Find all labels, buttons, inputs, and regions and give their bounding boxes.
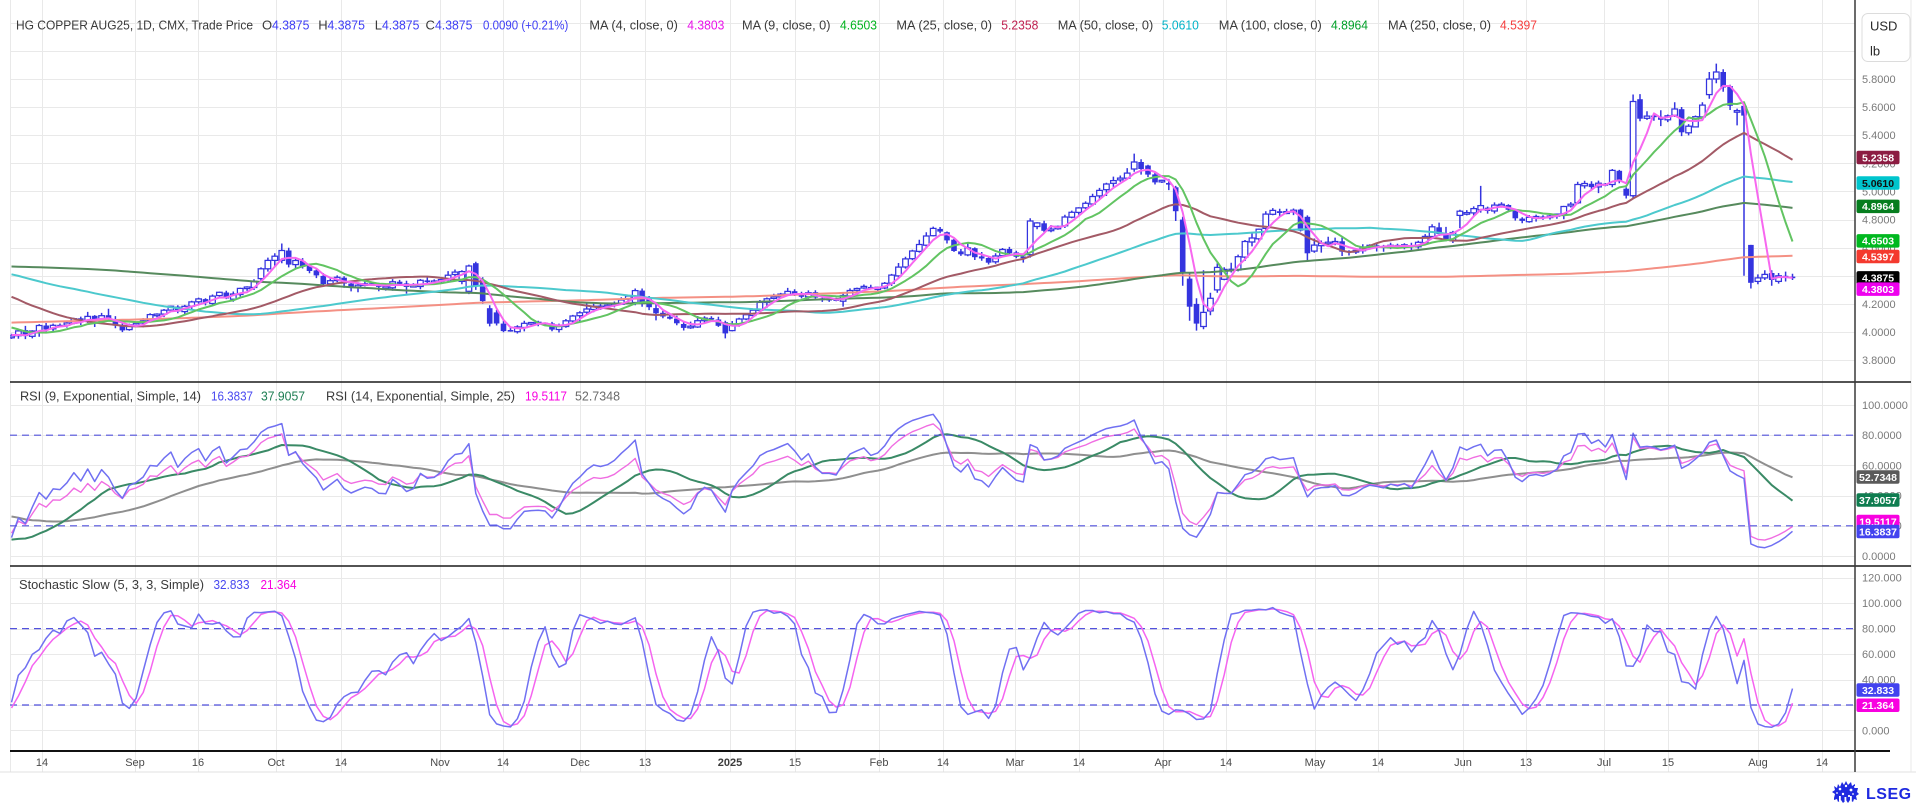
svg-text:Stochastic Slow (5, 3, 3, Simp: Stochastic Slow (5, 3, 3, Simple) [19, 577, 204, 592]
svg-text:Sep: Sep [125, 757, 145, 769]
svg-text:L: L [375, 18, 382, 33]
svg-text:LSEG: LSEG [1866, 786, 1912, 803]
svg-text:5.0610: 5.0610 [1862, 178, 1894, 190]
svg-text:16: 16 [192, 757, 204, 769]
svg-text:C: C [426, 18, 435, 33]
svg-text:May: May [1305, 757, 1326, 769]
svg-text:60.000: 60.000 [1862, 649, 1896, 661]
svg-text:100.000: 100.000 [1862, 598, 1902, 610]
svg-text:32.833: 32.833 [214, 577, 250, 592]
svg-text:14: 14 [36, 757, 48, 769]
svg-text:Oct: Oct [267, 757, 284, 769]
svg-text:4.3875: 4.3875 [435, 18, 472, 33]
svg-text:4.8000: 4.8000 [1862, 215, 1896, 227]
svg-text:52.7348: 52.7348 [1859, 472, 1897, 484]
svg-text:21.364: 21.364 [1862, 700, 1894, 712]
svg-text:3.8000: 3.8000 [1862, 355, 1896, 367]
svg-text:4.8964: 4.8964 [1862, 201, 1894, 213]
svg-text:4.5397: 4.5397 [1862, 251, 1894, 263]
svg-text:H: H [318, 18, 327, 33]
svg-text:13: 13 [1520, 757, 1532, 769]
svg-text:5.4000: 5.4000 [1862, 130, 1896, 142]
svg-text:MA (100, close, 0): MA (100, close, 0) [1219, 18, 1322, 33]
svg-text:21.364: 21.364 [261, 577, 297, 592]
svg-text:Apr: Apr [1154, 757, 1171, 769]
svg-text:60.0000: 60.0000 [1862, 460, 1902, 472]
svg-text:4.3875: 4.3875 [328, 18, 365, 33]
svg-text:4.5397: 4.5397 [1500, 18, 1537, 33]
svg-text:14: 14 [1073, 757, 1085, 769]
svg-text:RSI (14, Exponential, Simple,: RSI (14, Exponential, Simple, 25) [326, 389, 515, 404]
svg-text:0.0000: 0.0000 [1862, 551, 1896, 563]
svg-text:O: O [262, 18, 272, 33]
svg-text:15: 15 [1662, 757, 1674, 769]
svg-text:16.3837: 16.3837 [211, 389, 253, 404]
svg-text:Dec: Dec [570, 757, 590, 769]
svg-text:4.2000: 4.2000 [1862, 299, 1896, 311]
svg-text:RSI (9, Exponential, Simple, 1: RSI (9, Exponential, Simple, 14) [20, 389, 201, 404]
svg-text:Aug: Aug [1748, 757, 1768, 769]
svg-text:14: 14 [1220, 757, 1232, 769]
svg-text:2025: 2025 [718, 757, 742, 769]
svg-text:4.3875: 4.3875 [272, 18, 309, 33]
svg-text:14: 14 [1816, 757, 1828, 769]
svg-text:4.0000: 4.0000 [1862, 327, 1896, 339]
svg-text:32.833: 32.833 [1862, 685, 1894, 697]
svg-text:14: 14 [937, 757, 949, 769]
svg-text:4.3803: 4.3803 [1862, 284, 1894, 296]
svg-text:37.9057: 37.9057 [261, 389, 305, 404]
svg-text:HG COPPER AUG25, 1D, CMX, Trad: HG COPPER AUG25, 1D, CMX, Trade Price [16, 18, 253, 33]
svg-text:Jun: Jun [1454, 757, 1472, 769]
svg-text:19.5117: 19.5117 [525, 389, 567, 404]
svg-text:4.6503: 4.6503 [1862, 236, 1894, 248]
svg-text:37.9057: 37.9057 [1859, 495, 1897, 507]
svg-text:80.000: 80.000 [1862, 624, 1896, 636]
svg-text:4.3875: 4.3875 [382, 18, 419, 33]
svg-text:15: 15 [789, 757, 801, 769]
svg-text:0.0090 (+0.21%): 0.0090 (+0.21%) [483, 18, 568, 33]
svg-text:14: 14 [1372, 757, 1384, 769]
svg-text:4.8964: 4.8964 [1331, 18, 1368, 33]
svg-text:MA (9, close, 0): MA (9, close, 0) [742, 18, 831, 33]
svg-text:120.000: 120.000 [1862, 573, 1902, 585]
svg-text:Jul: Jul [1597, 757, 1611, 769]
svg-text:5.0610: 5.0610 [1162, 18, 1199, 33]
svg-text:MA (4, close, 0): MA (4, close, 0) [589, 18, 678, 33]
svg-text:100.0000: 100.0000 [1862, 400, 1908, 412]
svg-text:14: 14 [497, 757, 509, 769]
svg-text:Feb: Feb [870, 757, 889, 769]
svg-text:MA (25, close, 0): MA (25, close, 0) [896, 18, 992, 33]
svg-text:lb: lb [1870, 44, 1880, 59]
svg-text:MA (50, close, 0): MA (50, close, 0) [1058, 18, 1154, 33]
svg-text:5.2358: 5.2358 [1001, 18, 1038, 33]
svg-text:5.2358: 5.2358 [1862, 152, 1894, 164]
svg-text:5.6000: 5.6000 [1862, 102, 1896, 114]
svg-text:5.8000: 5.8000 [1862, 74, 1896, 86]
svg-text:Nov: Nov [430, 757, 450, 769]
svg-text:4.6503: 4.6503 [840, 18, 877, 33]
svg-text:52.7348: 52.7348 [575, 389, 620, 404]
svg-text:USD: USD [1870, 19, 1897, 34]
svg-text:13: 13 [639, 757, 651, 769]
svg-text:16.3837: 16.3837 [1859, 526, 1897, 538]
svg-text:14: 14 [335, 757, 347, 769]
svg-text:80.0000: 80.0000 [1862, 430, 1902, 442]
svg-text:0.000: 0.000 [1862, 725, 1890, 737]
svg-text:4.3803: 4.3803 [687, 18, 724, 33]
svg-text:Mar: Mar [1006, 757, 1025, 769]
svg-text:MA (250, close, 0): MA (250, close, 0) [1388, 18, 1491, 33]
svg-text:4.3875: 4.3875 [1862, 273, 1894, 285]
